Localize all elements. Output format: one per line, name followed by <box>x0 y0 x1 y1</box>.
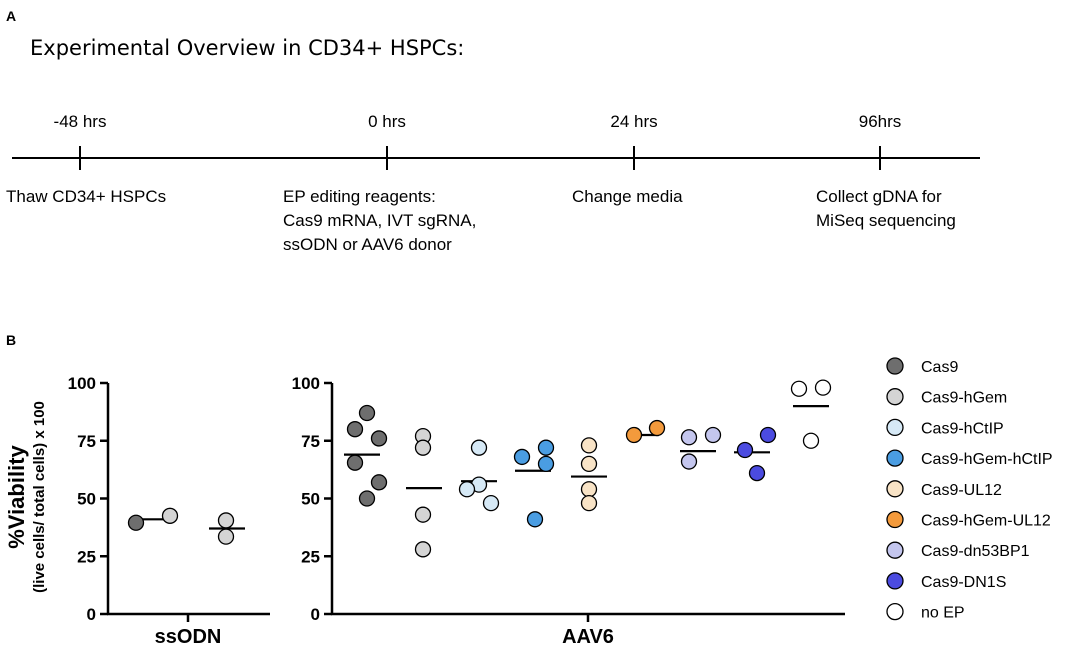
legend-label: Cas9-hGem-hCtIP <box>921 451 1053 468</box>
legend-marker <box>886 510 904 529</box>
legend-marker <box>886 541 904 559</box>
legend-marker <box>886 602 904 621</box>
timeline: -48 hrs Thaw CD34+ HSPCs 0 hrs EP editing r… <box>6 112 980 254</box>
point-cas9-dn1s <box>748 464 766 482</box>
point-cas9-hgem <box>414 506 432 523</box>
y-tick-label: 100 <box>292 374 320 393</box>
point-cas9 <box>346 454 364 471</box>
point-cas9-hgem <box>161 507 179 524</box>
point-cas9-hctip <box>482 494 500 512</box>
point-cas9-dn1s <box>759 426 777 444</box>
timeline-desc-3-0: Collect gDNA for <box>816 187 942 206</box>
timeline-desc-0-0: Thaw CD34+ HSPCs <box>6 187 166 206</box>
timeline-desc-1-0: EP editing reagents: <box>283 187 436 206</box>
point-cas9 <box>358 404 376 422</box>
y-tick-label: 50 <box>301 490 320 509</box>
point-cas9-hgem <box>414 439 432 456</box>
legend-label: Cas9-DN1S <box>921 574 1006 591</box>
point-cas9-ul12 <box>580 455 598 473</box>
point-cas9-hgem-hctip <box>537 439 555 456</box>
legend: Cas9 Cas9-hGem Cas9-hCtIP Cas9-hGem-hCtIP Ca… <box>886 357 1053 622</box>
panel-b-label: B <box>6 332 16 348</box>
point-cas9 <box>358 490 376 507</box>
scatter-plots: 0 25 50 75 100 ssODN 0 25 50 75 100 AAV6 <box>68 374 845 648</box>
group-label-AAV6: AAV6 <box>562 626 614 648</box>
point-cas9-hgem-hctip <box>513 448 531 466</box>
timeline-time-1: 0 hrs <box>368 112 406 131</box>
point-cas9 <box>370 474 388 491</box>
y-tick-label: 75 <box>301 432 320 451</box>
legend-label: no EP <box>921 605 965 622</box>
y-tick-label: 0 <box>311 605 320 624</box>
point-cas9-hgem-ul12 <box>648 419 666 437</box>
point-cas9 <box>370 430 388 447</box>
point-cas9-hgem <box>217 528 235 545</box>
point-no-ep <box>814 379 832 396</box>
y-tick-label: 75 <box>77 432 96 451</box>
legend-label: Cas9-hGem <box>921 390 1007 407</box>
point-cas9-hgem <box>414 541 432 558</box>
legend-marker <box>886 480 904 498</box>
timeline-desc-2-0: Change media <box>572 187 683 206</box>
panel-AAV6: 0 25 50 75 100 AAV6 <box>292 374 845 648</box>
point-cas9-ul12 <box>580 481 598 498</box>
point-cas9-dn53bp1 <box>680 453 698 470</box>
point-cas9-ul12 <box>580 494 598 512</box>
group-label-ssODN: ssODN <box>155 626 222 648</box>
point-cas9-hgem <box>217 512 235 529</box>
point-cas9-hgem-ul12 <box>625 426 643 444</box>
point-cas9-hgem-hctip <box>526 511 544 528</box>
panel-a-label: A <box>6 8 16 24</box>
timeline-time-3: 96hrs <box>859 112 902 131</box>
legend-marker <box>886 449 904 467</box>
point-cas9-hctip <box>458 481 476 498</box>
legend-label: Cas9-dn53BP1 <box>921 543 1030 560</box>
panel-a-title: Experimental Overview in CD34+ HSPCs: <box>30 36 464 60</box>
y-axis-title: %Viability <box>4 444 29 548</box>
legend-label: Cas9 <box>921 359 958 376</box>
y-tick-label: 25 <box>301 547 320 566</box>
timeline-desc-3-1: MiSeq sequencing <box>816 211 956 230</box>
point-cas9 <box>127 514 145 531</box>
legend-marker <box>886 572 904 590</box>
timeline-time-2: 24 hrs <box>610 112 657 131</box>
y-axis-subtitle: (live cells/ total cells) x 100 <box>31 401 48 593</box>
legend-marker <box>886 388 904 406</box>
timeline-desc-1-2: ssODN or AAV6 donor <box>283 235 452 254</box>
point-cas9-dn1s <box>736 441 754 459</box>
point-no-ep <box>790 380 808 397</box>
point-cas9-ul12 <box>580 437 598 454</box>
y-tick-label: 50 <box>77 490 96 509</box>
timeline-desc-1-1: Cas9 mRNA, IVT sgRNA, <box>283 211 476 230</box>
point-cas9-hgem-hctip <box>537 455 555 473</box>
y-tick-label: 100 <box>68 374 96 393</box>
point-cas9-dn53bp1 <box>680 429 698 446</box>
legend-marker <box>886 357 904 375</box>
point-cas9-dn53bp1 <box>704 426 722 444</box>
point-no-ep <box>802 432 820 449</box>
legend-marker <box>886 418 904 437</box>
legend-label: Cas9-hGem-UL12 <box>921 513 1051 530</box>
legend-label: Cas9-hCtIP <box>921 420 1004 437</box>
y-tick-label: 25 <box>77 547 96 566</box>
legend-label: Cas9-UL12 <box>921 482 1002 499</box>
y-tick-label: 0 <box>87 605 96 624</box>
point-cas9 <box>346 421 364 438</box>
panel-ssODN: 0 25 50 75 100 ssODN <box>68 374 270 648</box>
timeline-time-0: -48 hrs <box>54 112 107 131</box>
point-cas9-hctip <box>470 439 488 456</box>
